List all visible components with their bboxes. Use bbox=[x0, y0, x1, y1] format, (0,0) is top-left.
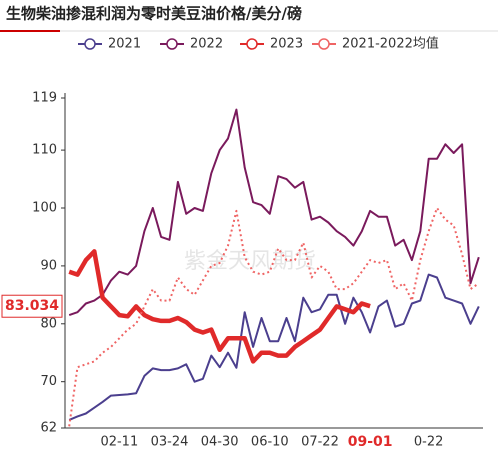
y-tick-label: 100 bbox=[32, 201, 57, 216]
legend-icon bbox=[246, 38, 258, 50]
legend-icon bbox=[166, 38, 178, 50]
legend-label: 2021 bbox=[108, 37, 141, 52]
y-tick-label: 80 bbox=[40, 316, 57, 331]
watermark: 紫金天风期货 bbox=[184, 249, 316, 274]
y-tick-label: 90 bbox=[40, 258, 57, 273]
x-tick-label: 07-22 bbox=[301, 435, 339, 450]
y-tick-label: 119 bbox=[32, 91, 57, 106]
chart-title: 生物柴油掺混利润为零时美豆油价格/美分/磅 bbox=[6, 5, 302, 23]
value-label: 83.034 bbox=[5, 298, 59, 314]
legend-label: 2022 bbox=[190, 37, 223, 52]
y-tick-label: 62 bbox=[40, 421, 57, 436]
y-tick-label: 110 bbox=[32, 143, 57, 158]
series-line bbox=[68, 249, 371, 364]
x-tick-label: 09-01 bbox=[348, 434, 393, 450]
y-tick-label: 70 bbox=[40, 374, 57, 389]
value-label-box bbox=[1, 294, 63, 318]
x-tick-label: 03-24 bbox=[151, 435, 189, 450]
x-tick-label: 06-10 bbox=[251, 435, 289, 450]
series-line bbox=[68, 207, 480, 427]
series-line bbox=[68, 273, 480, 421]
x-tick-label: 0-22 bbox=[414, 435, 444, 450]
series-line bbox=[68, 108, 480, 317]
legend-label: 2021-2022均值 bbox=[342, 36, 439, 52]
legend-icon bbox=[318, 38, 330, 50]
x-tick-label: 02-11 bbox=[100, 435, 138, 450]
legend-icon bbox=[84, 38, 96, 50]
x-tick-label: 04-30 bbox=[201, 435, 239, 450]
legend-label: 2023 bbox=[270, 37, 303, 52]
